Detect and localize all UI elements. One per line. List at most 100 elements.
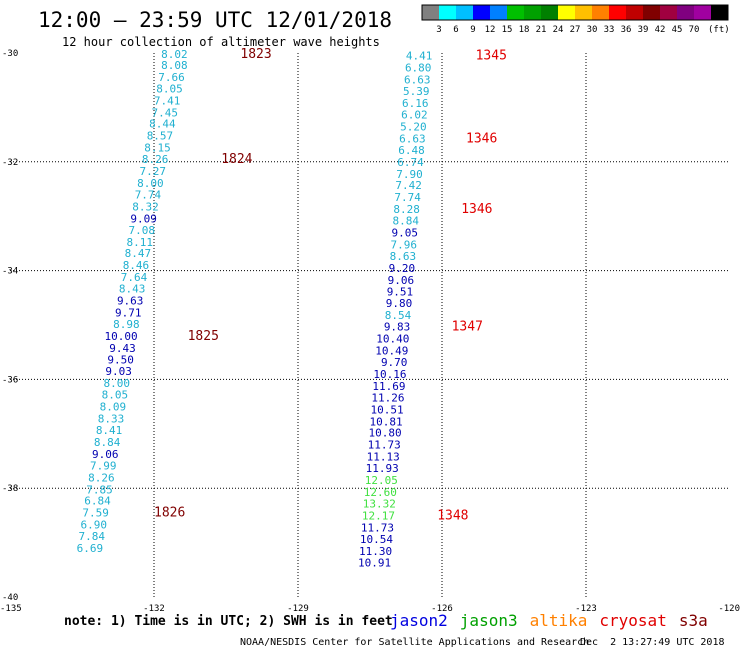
lat-tick-label: -34 bbox=[2, 267, 18, 277]
wave-height-label: 10.81 bbox=[370, 415, 403, 428]
wave-height-label: 10.91 bbox=[358, 557, 391, 570]
wave-height-label: 8.11 bbox=[127, 236, 154, 249]
legend-swatch bbox=[558, 5, 575, 20]
wave-height-label: 10.51 bbox=[370, 403, 403, 416]
wave-height-label: 9.71 bbox=[115, 306, 142, 319]
wave-height-label: 7.45 bbox=[152, 106, 179, 119]
wave-height-label: 8.00 bbox=[104, 377, 131, 390]
lat-tick-label: -32 bbox=[2, 158, 18, 168]
wave-height-label: 7.08 bbox=[128, 224, 155, 237]
wave-height-label: 11.93 bbox=[366, 462, 399, 475]
wave-height-label: 7.85 bbox=[86, 483, 113, 496]
map-subtitle: 12 hour collection of altimeter wave hei… bbox=[62, 35, 380, 49]
legend-label: 12 bbox=[485, 25, 496, 35]
lon-tick-label: -126 bbox=[431, 604, 453, 614]
wave-height-label: 9.51 bbox=[387, 285, 414, 298]
wave-height-label: 6.63 bbox=[404, 74, 431, 87]
legend-swatch bbox=[677, 5, 694, 20]
wave-height-label: 8.26 bbox=[142, 153, 169, 166]
wave-height-label: 4.41 bbox=[406, 50, 433, 63]
wave-height-label: 8.44 bbox=[149, 118, 176, 131]
wave-height-label: 8.46 bbox=[123, 259, 150, 272]
wave-height-label: 6.16 bbox=[402, 97, 429, 110]
lat-tick-label: -38 bbox=[2, 484, 18, 494]
wave-height-label: 8.63 bbox=[390, 250, 417, 263]
satellite-name: s3a bbox=[679, 611, 708, 630]
legend-swatch bbox=[660, 5, 677, 20]
wave-height-label: 8.02 bbox=[161, 48, 188, 61]
wave-height-label: 8.41 bbox=[96, 424, 123, 437]
wave-height-label: 12.05 bbox=[365, 474, 398, 487]
wave-height-label: 8.57 bbox=[147, 130, 174, 143]
wave-height-label: 6.48 bbox=[398, 144, 425, 157]
time-label: 1824 bbox=[221, 152, 252, 167]
wave-height-label: 8.09 bbox=[100, 401, 127, 414]
wave-height-label: 11.73 bbox=[361, 521, 394, 534]
wave-height-label: 8.00 bbox=[137, 177, 164, 190]
wave-height-label: 10.16 bbox=[373, 368, 406, 381]
wave-height-label: 6.74 bbox=[397, 156, 424, 169]
axis-tick-labels: -30 -32 -34 -36 -38 -40-135 -132 -129 -126 -123 -1… bbox=[0, 49, 740, 614]
wave-height-label: 8.26 bbox=[88, 471, 115, 484]
wave-height-label: 6.02 bbox=[401, 108, 428, 121]
legend-label: 30 bbox=[587, 25, 598, 35]
wave-height-label: 9.80 bbox=[386, 297, 413, 310]
wave-height-label: 8.05 bbox=[156, 82, 183, 95]
wave-height-label: 9.43 bbox=[109, 342, 136, 355]
legend-swatch bbox=[422, 5, 439, 20]
legend-swatch bbox=[711, 5, 728, 20]
wave-height-label: 9.09 bbox=[130, 212, 157, 225]
satellite-name: altika bbox=[530, 611, 588, 630]
wave-height-label: 9.06 bbox=[388, 274, 415, 287]
time-label: 1346 bbox=[466, 131, 497, 146]
wave-height-label: 7.27 bbox=[140, 165, 167, 178]
wave-height-label: 7.90 bbox=[396, 168, 423, 181]
footer-credit: NOAA/NESDIS Center for Satellite Applica… bbox=[240, 637, 589, 648]
legend-swatch bbox=[473, 5, 490, 20]
time-label: 1825 bbox=[188, 329, 219, 344]
wave-height-label: 10.54 bbox=[360, 533, 393, 546]
wave-height-label: 8.43 bbox=[119, 283, 146, 296]
legend-swatch bbox=[575, 5, 592, 20]
wave-height-label: 6.63 bbox=[399, 132, 426, 145]
legend-label: 3 bbox=[436, 25, 441, 35]
wave-height-label: 11.69 bbox=[372, 380, 405, 393]
satellite-legend: jason2 jason3 altika cryosat s3a bbox=[390, 611, 708, 630]
legend-label: 15 bbox=[502, 25, 513, 35]
legend-swatch bbox=[592, 5, 609, 20]
wave-height-label: 6.90 bbox=[80, 519, 107, 532]
legend-label: 24 bbox=[553, 25, 564, 35]
satellite-name: jason2 bbox=[390, 611, 448, 630]
wave-height-label: 7.64 bbox=[121, 271, 148, 284]
wave-height-label: 8.47 bbox=[125, 247, 152, 260]
wave-height-label: 13.32 bbox=[363, 497, 396, 510]
wave-height-label: 7.99 bbox=[90, 459, 117, 472]
legend-swatch bbox=[456, 5, 473, 20]
wave-height-label: 8.33 bbox=[98, 413, 125, 426]
lat-tick-label: -36 bbox=[2, 375, 18, 385]
legend-label: 39 bbox=[638, 25, 649, 35]
legend-swatch bbox=[694, 5, 711, 20]
wave-height-label: 10.49 bbox=[375, 345, 408, 358]
wave-height-label: 11.13 bbox=[367, 451, 400, 464]
legend-swatch bbox=[626, 5, 643, 20]
footer-timestamp: Dec 2 13:27:49 UTC 2018 bbox=[580, 637, 725, 648]
wave-height-label: 8.08 bbox=[161, 59, 188, 72]
wave-height-label: 9.83 bbox=[384, 321, 411, 334]
wave-height-label: 11.26 bbox=[371, 391, 404, 404]
legend-label: 9 bbox=[470, 25, 475, 35]
wave-height-label: 9.63 bbox=[117, 295, 144, 308]
legend-swatch bbox=[490, 5, 507, 20]
footer-note: note: 1) Time is in UTC; 2) SWH is in fe… bbox=[64, 614, 393, 629]
wave-height-label: 8.84 bbox=[94, 436, 121, 449]
wave-height-label: 7.59 bbox=[82, 507, 109, 520]
wave-height-label: 7.42 bbox=[395, 179, 422, 192]
legend-label: 45 bbox=[672, 25, 683, 35]
legend-swatch bbox=[643, 5, 660, 20]
map-grid bbox=[10, 53, 730, 597]
time-label: 1348 bbox=[437, 508, 468, 523]
lon-tick-label: -120 bbox=[718, 604, 740, 614]
time-label: 1347 bbox=[452, 320, 483, 335]
legend-label: 70 bbox=[689, 25, 700, 35]
